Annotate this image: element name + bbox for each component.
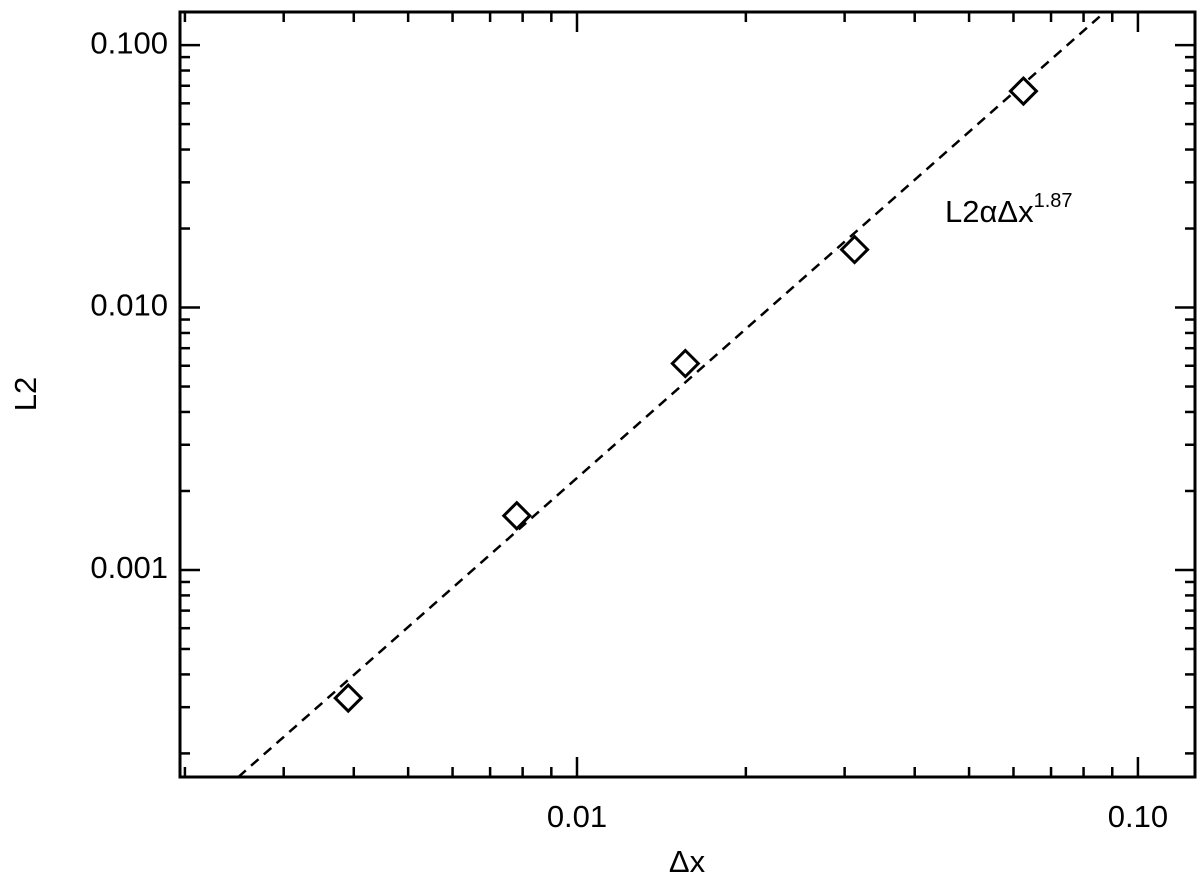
x-tick-label: 0.01: [547, 799, 607, 834]
annotation: L2αΔx1.87: [945, 190, 1073, 229]
y-tick-label: 0.100: [90, 25, 168, 60]
plot-frame: [178, 10, 1197, 779]
data-point: [333, 682, 364, 714]
fit-line: [237, 11, 1106, 778]
y-axis-label: L2: [8, 377, 43, 411]
x-tick-label: 0.10: [1108, 799, 1168, 834]
y-tick-label: 0.001: [90, 550, 168, 585]
annotation-exponent: 1.87: [1034, 190, 1073, 212]
annotation-text: L2αΔx: [945, 194, 1034, 229]
data-point: [839, 234, 870, 265]
x-axis-label: Δx: [669, 844, 706, 879]
data-point: [670, 348, 701, 379]
data-point: [1008, 75, 1039, 107]
y-tick-label: 0.010: [90, 288, 168, 323]
data-point: [501, 500, 532, 531]
